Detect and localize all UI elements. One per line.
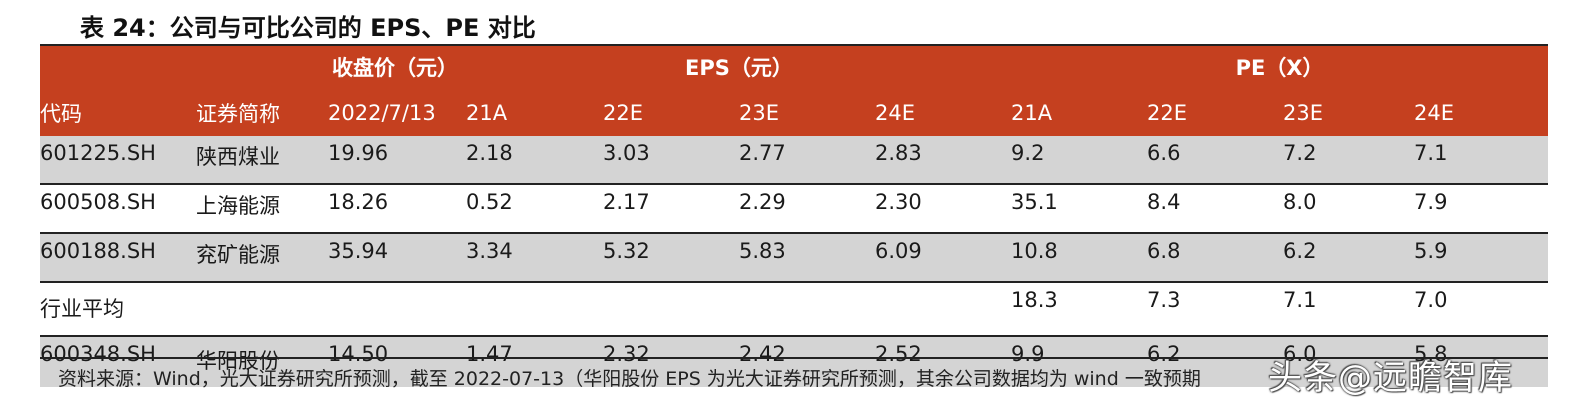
col-header-pe-22e: 22E	[1147, 90, 1284, 136]
cell-price: 18.26	[328, 183, 466, 233]
cell-eps-24e: 6.09	[875, 232, 1012, 282]
col-header-pe-21a: 21A	[1011, 90, 1148, 136]
cell-price: 35.94	[328, 232, 466, 282]
table-title: 表 24：公司与可比公司的 EPS、PE 对比	[80, 14, 536, 42]
cell-eps-23e: 5.83	[739, 232, 875, 282]
cell-pe-24e: 7.1	[1414, 136, 1549, 184]
cell-pe-23e: 7.2	[1283, 136, 1415, 184]
cell-pe-24e: 7.9	[1414, 183, 1549, 233]
cell-pe-24e: 5.8	[1414, 335, 1549, 387]
table-row: 600508.SH 上海能源 18.26 0.52 2.17 2.29 2.30…	[40, 183, 1549, 233]
table-row: 600188.SH 兖矿能源 35.94 3.34 5.32 5.83 6.09…	[40, 232, 1549, 282]
cell-pe-22e: 8.4	[1147, 183, 1284, 233]
cell-avg-pe-21a: 18.3	[1011, 281, 1148, 336]
col-header-pe-23e: 23E	[1283, 90, 1415, 136]
cell-eps-22e: 3.03	[603, 136, 739, 184]
cell-name: 兖矿能源	[196, 232, 328, 282]
cell-pe-22e: 6.2	[1147, 335, 1284, 387]
cell-eps-24e: 2.52	[875, 335, 1012, 387]
cell-pe-21a: 9.2	[1011, 136, 1148, 184]
cell-eps-24e: 2.83	[875, 136, 1012, 184]
col-header-eps-24e: 24E	[875, 90, 1012, 136]
cell-eps-23e: 2.77	[739, 136, 875, 184]
cell-avg-pe-22e: 7.3	[1147, 281, 1284, 336]
watermark: 头条@远瞻智库	[1268, 358, 1513, 398]
group-header-eps: EPS（元）	[603, 44, 1012, 90]
col-header-name: 证券简称	[196, 90, 328, 136]
cell-eps-21a: 1.47	[466, 335, 603, 387]
table-bottom-rule	[40, 357, 1548, 359]
cell-pe-21a: 10.8	[1011, 232, 1148, 282]
group-header-pe: PE（X）	[1011, 44, 1549, 90]
cell-pe-21a: 9.9	[1011, 335, 1148, 387]
cell-pe-23e: 8.0	[1283, 183, 1415, 233]
column-header-row: 代码 证券简称 2022/7/13 21A 22E 23E 24E 21A 22…	[40, 90, 1549, 136]
cell-pe-21a: 35.1	[1011, 183, 1148, 233]
cell-code: 600188.SH	[40, 232, 196, 282]
cell-price: 19.96	[328, 136, 466, 184]
col-header-eps-22e: 22E	[603, 90, 739, 136]
group-header-row: 收盘价（元） EPS（元） PE（X）	[40, 44, 1549, 90]
cell-eps-22e: 2.32	[603, 335, 739, 387]
cell-eps-22e: 2.17	[603, 183, 739, 233]
cell-pe-24e: 5.9	[1414, 232, 1549, 282]
cell-pe-23e: 6.2	[1283, 232, 1415, 282]
cell-eps-24e: 2.30	[875, 183, 1012, 233]
col-header-code: 代码	[40, 90, 196, 136]
cell-price: 14.50	[328, 335, 466, 387]
cell-pe-23e: 6.0	[1283, 335, 1415, 387]
source-note: 资料来源：Wind，光大证券研究所预测，截至 2022-07-13（华阳股份 E…	[58, 368, 1201, 390]
col-header-price-date: 2022/7/13	[328, 90, 466, 136]
cell-name: 上海能源	[196, 183, 328, 233]
group-header-price: 收盘价（元）	[328, 44, 603, 90]
cell-pe-22e: 6.8	[1147, 232, 1284, 282]
table-top-rule	[40, 44, 1548, 46]
cell-eps-21a: 3.34	[466, 232, 603, 282]
cell-code: 600348.SH	[40, 335, 196, 387]
col-header-eps-21a: 21A	[466, 90, 603, 136]
col-header-eps-23e: 23E	[739, 90, 875, 136]
cell-eps-22e: 5.32	[603, 232, 739, 282]
average-label: 行业平均	[40, 281, 328, 336]
cell-eps-23e: 2.42	[739, 335, 875, 387]
cell-avg-pe-24e: 7.0	[1414, 281, 1549, 336]
average-row: 行业平均 18.3 7.3 7.1 7.0	[40, 281, 1549, 336]
cell-code: 601225.SH	[40, 136, 196, 184]
comparison-table: 收盘价（元） EPS（元） PE（X） 代码 证券简称 2022/7/13 21…	[40, 44, 1549, 387]
cell-avg-pe-23e: 7.1	[1283, 281, 1415, 336]
cell-eps-21a: 2.18	[466, 136, 603, 184]
cell-pe-22e: 6.6	[1147, 136, 1284, 184]
table-row: 601225.SH 陕西煤业 19.96 2.18 3.03 2.77 2.83…	[40, 136, 1549, 184]
cell-name: 陕西煤业	[196, 136, 328, 184]
cell-eps-21a: 0.52	[466, 183, 603, 233]
cell-eps-23e: 2.29	[739, 183, 875, 233]
cell-code: 600508.SH	[40, 183, 196, 233]
company-row: 600348.SH 华阳股份 14.50 1.47 2.32 2.42 2.52…	[40, 335, 1549, 387]
col-header-pe-24e: 24E	[1414, 90, 1549, 136]
cell-name: 华阳股份	[196, 335, 328, 387]
